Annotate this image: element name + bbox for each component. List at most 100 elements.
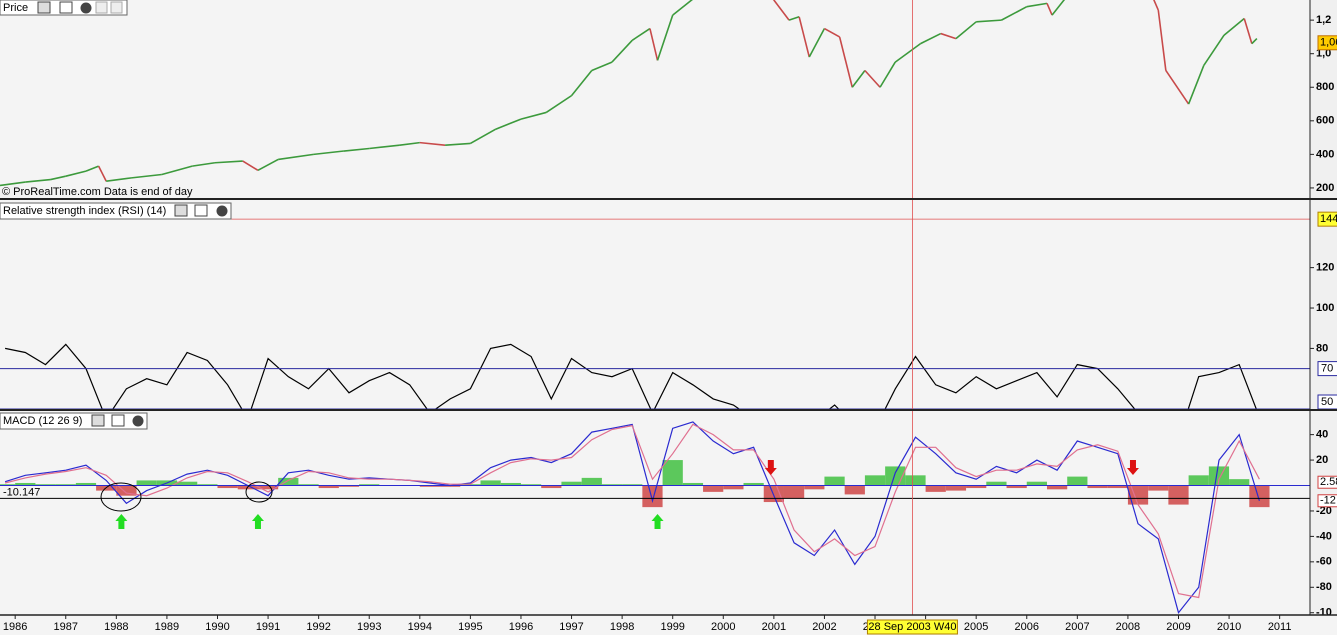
price-segment (649, 28, 659, 61)
histogram-bar (177, 481, 198, 486)
window-icon[interactable] (194, 204, 208, 217)
price-segment (955, 21, 977, 40)
copyright-note: © ProRealTime.com Data is end of day (2, 186, 193, 198)
window-icon[interactable] (111, 414, 125, 427)
price-segment (369, 144, 400, 150)
y-tick-label: -40 (1316, 530, 1332, 542)
histogram-bar (1148, 485, 1169, 491)
price-segment (851, 69, 866, 88)
highlight-ellipse (100, 482, 142, 512)
y-tick-label: -80 (1316, 581, 1332, 593)
histogram-bar (1249, 485, 1270, 508)
histogram-bar (561, 481, 582, 486)
price-segment (656, 14, 674, 61)
price-segment (1243, 18, 1253, 44)
histogram-bar (723, 485, 744, 490)
y-tick-label: 80 (1316, 342, 1328, 354)
price-scale-area (1310, 0, 1337, 615)
y-tick-label: 120 (1316, 262, 1334, 274)
histogram-bar (480, 480, 501, 486)
histogram-bar (1067, 476, 1088, 486)
price-segment (808, 28, 826, 58)
marker-label: -12 (1320, 495, 1336, 507)
histogram-bar (945, 485, 967, 491)
histogram-bar (298, 484, 319, 486)
window-icon[interactable] (59, 1, 73, 14)
move-down-icon[interactable] (110, 1, 123, 14)
x-tick-label: 2006 (1015, 621, 1039, 633)
marker-label: 2.58 (1320, 476, 1337, 488)
price-segment (0, 181, 26, 187)
histogram-bar (763, 485, 784, 503)
histogram-bar (197, 484, 218, 486)
panel-title: MACD (12 26 9) (3, 415, 82, 427)
close-icon[interactable] (216, 205, 228, 217)
histogram-bar (1188, 475, 1209, 486)
settings-icon[interactable] (174, 204, 188, 217)
y-tick-label: 800 (1316, 81, 1334, 93)
histogram-bar (541, 485, 562, 489)
close-icon[interactable] (132, 415, 144, 427)
x-tick-label: 1994 (408, 621, 432, 633)
x-tick-label: 1998 (610, 621, 634, 633)
level-box (1317, 361, 1337, 377)
histogram-bar (278, 477, 299, 486)
histogram-bar (622, 484, 643, 486)
panel-title: Relative strength index (RSI) (14) (3, 205, 166, 217)
price-segment (838, 36, 854, 88)
x-tick-label: 1992 (306, 621, 330, 633)
x-tick-label: 1989 (155, 621, 179, 633)
price-segment (631, 27, 651, 41)
price-segment (65, 170, 87, 177)
x-tick-label: 2010 (1217, 621, 1241, 633)
price-segment (940, 32, 957, 40)
y-tick-label: -20 (1316, 505, 1332, 517)
histogram-bar (1229, 479, 1250, 486)
y-tick-label: 20 (1316, 454, 1328, 466)
signal-arrow (1126, 460, 1139, 475)
price-segment (1046, 3, 1053, 16)
histogram-bar (601, 484, 623, 486)
histogram-bar (864, 475, 886, 486)
cursor-value-box (1317, 211, 1337, 227)
x-tick-label: 2002 (812, 621, 836, 633)
settings-icon[interactable] (37, 1, 51, 14)
y-tick-label: 40 (1316, 429, 1328, 441)
histogram-bar (1046, 485, 1068, 490)
signal-arrow (651, 514, 664, 529)
price-segment (864, 69, 881, 88)
x-tick-label: 2009 (1166, 621, 1190, 633)
histogram-bar (905, 475, 926, 486)
histogram-bar (116, 485, 137, 496)
histogram-bar (844, 485, 865, 495)
histogram-bar (1168, 485, 1189, 505)
price-segment (85, 165, 99, 172)
overlays: Price © ProRealTime.com Data is end of d… (0, 0, 1337, 616)
close-icon[interactable] (80, 2, 92, 14)
move-up-icon[interactable] (95, 1, 108, 14)
price-segment (570, 69, 593, 97)
x-tick-label: 2007 (1065, 621, 1089, 633)
x-tick-label: 1999 (660, 621, 684, 633)
price-segment (278, 153, 314, 161)
x-tick-label: 1995 (458, 621, 482, 633)
histogram-bar (1127, 485, 1149, 505)
level-label: -10.147 (3, 486, 40, 498)
histogram-bar (0, 484, 16, 486)
settings-icon[interactable] (91, 414, 105, 427)
price-segment (106, 177, 132, 183)
y-tick-label: 1,2 (1316, 14, 1331, 26)
y-tick-label: 100 (1316, 302, 1334, 314)
price-segment (788, 16, 800, 21)
price-segment (976, 19, 1002, 23)
histogram-bar (986, 481, 1007, 486)
histogram-bar (1208, 466, 1230, 486)
histogram-bar (824, 476, 845, 486)
signal-arrow (251, 514, 264, 529)
x-tick-label: 2011 (1268, 621, 1292, 633)
marker-box (1317, 475, 1337, 489)
histogram-bar (15, 482, 36, 486)
